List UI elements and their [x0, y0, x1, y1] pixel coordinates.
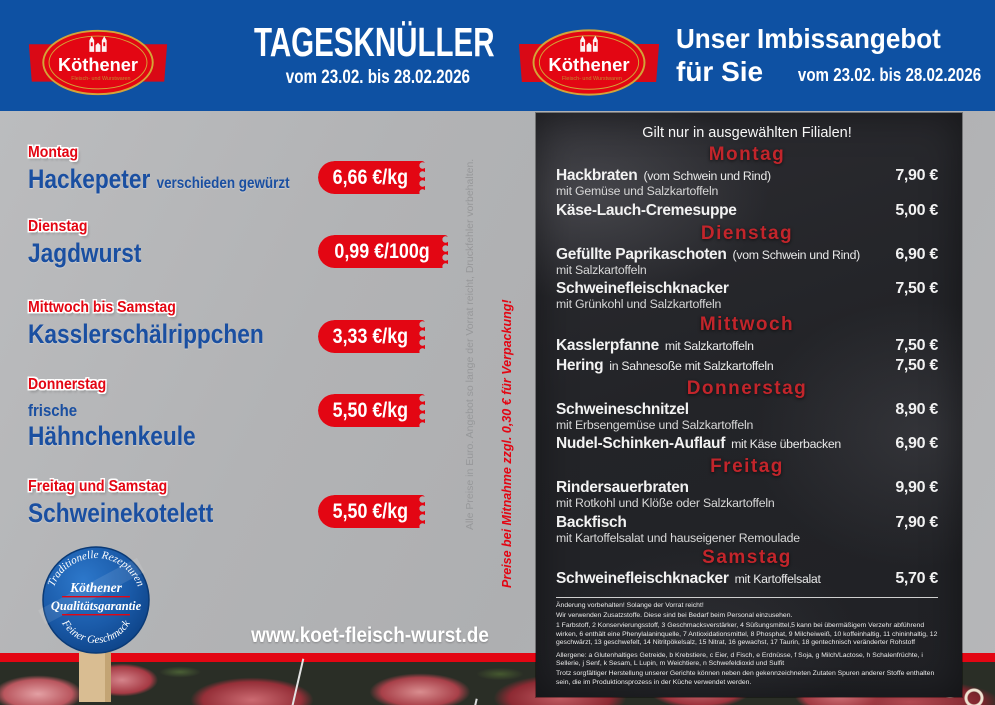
menu-day-freitag: Freitag: [710, 456, 784, 477]
badge-brand: Köthener: [69, 580, 123, 595]
menu-day-montag: Montag: [708, 144, 786, 165]
menu-item: Gefüllte Paprikaschoten (vom Schwein und …: [556, 245, 938, 277]
header-bar: Köthener Fleisch- und Wurstwaren TAGESKN…: [0, 0, 995, 111]
left-title: TAGESKNÜLLER: [253, 19, 495, 65]
offer-freitag-samstag: Freitag und Samstag Schweinekotelett 5,5…: [28, 478, 460, 528]
offer-montag: Montag Hackepeter verschieden gewürzt 6,…: [28, 144, 460, 198]
menu-price: 7,90 €: [895, 513, 938, 531]
offer-product: Jagdwurst: [28, 238, 142, 268]
menu-day-dienstag: Dienstag: [700, 222, 794, 244]
right-title-line1: Unser Imbissangebot: [676, 23, 941, 54]
photo-separator: [289, 658, 305, 705]
koethener-logo-right: Köthener Fleisch- und Wurstwaren: [518, 29, 660, 96]
menu-item: Schweinefleischknacker mit Kartoffelsalat…: [556, 570, 938, 587]
right-header-titles: Unser Imbissangebot für Sie vom 23.02. b…: [676, 23, 981, 87]
offer-day-label: Freitag und Samstag: [28, 478, 168, 495]
left-dates: vom 23.02. bis 28.02.2026: [285, 67, 470, 88]
board-note: Gilt nur in ausgewählten Filialen!: [642, 125, 852, 141]
menu-item: Käse-Lauch-Cremesuppe 5,00 €: [556, 201, 938, 219]
offer-day-label: Mittwoch bis Samstag: [28, 299, 176, 316]
church-towers-icon: [580, 35, 598, 52]
side-note-prices: Alle Preise in Euro. Angebot so lange de…: [464, 158, 476, 530]
logo-tagline-text: Fleisch- und Wurstwaren: [71, 76, 130, 82]
church-towers-icon: [89, 36, 107, 52]
offer-product: Hähnchenkeule: [28, 421, 196, 451]
menu-price: 5,00 €: [895, 201, 938, 219]
offer-product-suffix: verschieden gewürzt: [156, 175, 290, 192]
right-title-line2: für Sie: [676, 56, 764, 87]
menu-price: 7,50 €: [895, 280, 938, 297]
legal-divider: [556, 597, 938, 598]
legal-text: Änderung vorbehalten! Solange der Vorrat…: [556, 602, 938, 686]
menu-item: Kasslerpfanne mit Salzkartoffeln 7,50 €: [556, 336, 938, 354]
left-header-titles: TAGESKNÜLLER vom 23.02. bis 28.02.2026: [170, 19, 495, 89]
price-tag: 5,50 €/kg: [318, 394, 425, 427]
menu-price: 7,50 €: [895, 336, 938, 354]
menu-day-donnerstag: Donnerstag: [686, 377, 808, 399]
koethener-logo: Köthener Fleisch- und Wurstwaren: [28, 29, 168, 96]
logo-oval: [42, 29, 154, 96]
menu-item: Hackbraten (vom Schwein und Rind) 7,90 € m…: [556, 167, 938, 198]
menu-day-mittwoch: Mittwoch: [699, 313, 795, 335]
side-note-packaging: Preise bei Mitnahme zzgl. 0,30 € für Ver…: [500, 299, 514, 589]
menu-item: Rindersauerbraten 9,90 € mit Rotkohl und …: [556, 479, 938, 510]
menu-item: Schweineschnitzel 8,90 € mit Erbsengemüse…: [556, 400, 938, 432]
menu-price: 6,90 €: [895, 245, 938, 263]
menu-item: Schweinefleischknacker 7,50 € mit Grünkoh…: [556, 280, 938, 311]
offer-mittwoch-samstag: Mittwoch bis Samstag Kasslerschälrippche…: [28, 299, 460, 353]
menu-price: 6,90 €: [895, 435, 938, 452]
red-divider: [0, 653, 995, 662]
menu-item: Nudel-Schinken-Auflauf mit Käse überbacke…: [556, 435, 938, 452]
imbiss-board: Gilt nur in ausgewählten Filialen! Monta…: [536, 113, 962, 697]
menu-price: 7,90 €: [895, 167, 938, 184]
svg-text:Köthener: Köthener: [548, 54, 629, 75]
offer-product: Kasslerschälrippchen: [28, 319, 264, 349]
offer-product: Schweinekotelett: [28, 498, 214, 528]
logo-brand-text: Köthener: [58, 54, 138, 75]
offer-product-prefix: frische: [28, 401, 78, 420]
offer-day-label: Donnerstag: [28, 376, 107, 393]
menu-price: 7,50 €: [895, 356, 938, 374]
menu-item: Hering in Sahnesoße mit Salzkartoffeln 7,5…: [556, 356, 938, 374]
svg-text:Fleisch- und Wurstwaren: Fleisch- und Wurstwaren: [562, 76, 622, 82]
menu-price: 5,70 €: [895, 570, 938, 587]
price-tag: 6,66 €/kg: [318, 161, 425, 194]
offer-day-label: Dienstag: [28, 218, 88, 235]
badge-circle: [42, 546, 150, 654]
menu-item: Backfisch 7,90 € mit Kartoffelsalat und h…: [556, 513, 938, 545]
offer-dienstag: Dienstag Jagdwurst 0,99 €/100g: [28, 218, 460, 268]
menu-price: 9,90 €: [895, 479, 938, 496]
offer-day-label: Montag: [28, 144, 79, 161]
badge-guarantee: Qualitätsgarantie: [51, 599, 142, 613]
offer-product: Hackepeter: [28, 164, 151, 194]
offer-donnerstag: Donnerstag frische Hähnchenkeule 5,50 €/…: [28, 376, 460, 450]
price-tag: 3,33 €/kg: [318, 320, 425, 353]
right-dates: vom 23.02. bis 28.02.2026: [798, 65, 982, 85]
quality-badge: Traditionelle Rezepturen Köthener Qualit…: [38, 546, 150, 702]
price-tag: 0,99 €/100g: [318, 235, 449, 268]
menu-day-samstag: Samstag: [702, 547, 792, 568]
menu-price: 8,90 €: [895, 400, 938, 418]
website-url: www.koet-fleisch-wurst.de: [251, 624, 489, 647]
price-tag: 5,50 €/kg: [318, 495, 425, 528]
